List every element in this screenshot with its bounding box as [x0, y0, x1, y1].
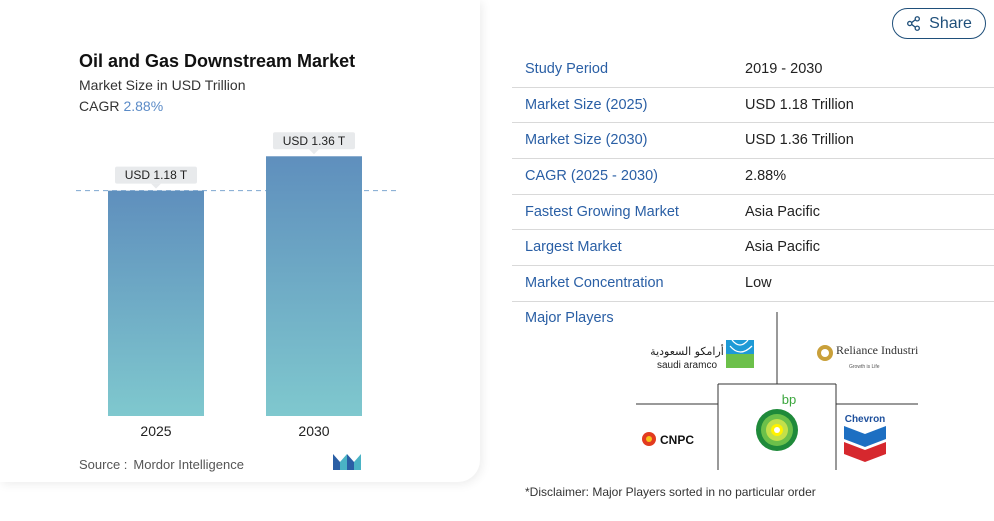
- table-row: Market Size (2025) USD 1.18 Trillion: [512, 88, 994, 124]
- table-row: Largest Market Asia Pacific: [512, 230, 994, 267]
- chevron-text: Chevron: [845, 414, 886, 425]
- share-label: Share: [929, 14, 972, 32]
- reliance-logo: Reliance Industries Limited Growth is Li…: [817, 343, 918, 370]
- data-label-2030: USD 1.36 T: [283, 134, 346, 148]
- bar-2025: [108, 190, 204, 416]
- data-label-pointer-2030: [309, 149, 319, 155]
- table-row: Market Size (2030) USD 1.36 Trillion: [512, 123, 994, 160]
- data-label-2025: USD 1.18 T: [125, 168, 188, 182]
- row-label: Market Size (2030): [525, 132, 648, 149]
- reliance-text: Reliance Industries Limited: [836, 343, 918, 357]
- bp-text: bp: [782, 392, 796, 407]
- row-label: Largest Market: [525, 239, 622, 256]
- share-icon: [907, 16, 921, 31]
- row-value: Low: [745, 275, 772, 292]
- chart-title: Oil and Gas Downstream Market: [79, 51, 356, 71]
- aramco-arabic-text: أرامكو السعودية: [650, 344, 724, 358]
- table-row: Market Concentration Low: [512, 266, 994, 302]
- major-players-grid: أرامكو السعودية saudi aramco Reliance In…: [636, 312, 918, 470]
- disclaimer: *Disclaimer: Major Players sorted in no …: [525, 485, 816, 499]
- table-row: Fastest Growing Market Asia Pacific: [512, 195, 994, 231]
- row-value: USD 1.18 Trillion: [745, 96, 854, 113]
- chart-cagr: CAGR 2.88%: [79, 98, 163, 114]
- saudi-aramco-logo: أرامكو السعودية saudi aramco: [650, 339, 754, 371]
- row-value: Asia Pacific: [745, 203, 820, 220]
- x-tick-label-2030: 2030: [298, 423, 329, 439]
- source-label: Source :: [79, 457, 128, 472]
- market-snapshot-table: Study Period 2019 - 2030 Market Size (20…: [512, 52, 994, 302]
- row-label: Market Concentration: [525, 275, 664, 292]
- cagr-label: CAGR: [79, 98, 120, 114]
- row-label: Fastest Growing Market: [525, 203, 679, 220]
- row-label: Market Size (2025): [525, 96, 648, 113]
- reliance-tagline: Growth is Life: [849, 364, 880, 370]
- row-value: 2.88%: [745, 168, 787, 185]
- major-players-label: Major Players: [525, 310, 614, 326]
- mordor-logo-icon: [333, 454, 361, 470]
- cagr-value: 2.88%: [123, 98, 164, 114]
- table-row: Study Period 2019 - 2030: [512, 52, 994, 88]
- bp-logo: bp: [756, 392, 798, 451]
- chevron-logo: Chevron: [844, 414, 886, 462]
- row-value: 2019 - 2030: [745, 61, 823, 77]
- source-line: Source : Mordor Intelligence: [79, 457, 244, 472]
- row-label: CAGR (2025 - 2030): [525, 168, 658, 185]
- chart-subtitle: Market Size in USD Trillion: [79, 77, 246, 93]
- bar-2030: [266, 156, 362, 416]
- data-label-pointer-2025: [151, 183, 161, 189]
- data-label-box-2025: [115, 166, 197, 184]
- x-tick-label-2025: 2025: [140, 423, 171, 439]
- aramco-text: saudi aramco: [657, 360, 717, 371]
- cnpc-logo: CNPC: [642, 432, 694, 447]
- bar-chart: USD 1.18 T 2025 USD 1.36 T 2030: [76, 132, 396, 439]
- data-label-box-2030: [273, 132, 355, 150]
- chart-card: USD 1.18 T 2025 USD 1.36 T 2030 Oil and Gas…: [0, 0, 480, 482]
- share-button[interactable]: Share: [892, 8, 986, 39]
- row-value: Asia Pacific: [745, 239, 820, 256]
- row-value: USD 1.36 Trillion: [745, 132, 854, 149]
- cnpc-text: CNPC: [660, 433, 694, 447]
- source-value: Mordor Intelligence: [133, 457, 244, 472]
- row-label: Study Period: [525, 61, 609, 77]
- table-row: CAGR (2025 - 2030) 2.88%: [512, 159, 994, 195]
